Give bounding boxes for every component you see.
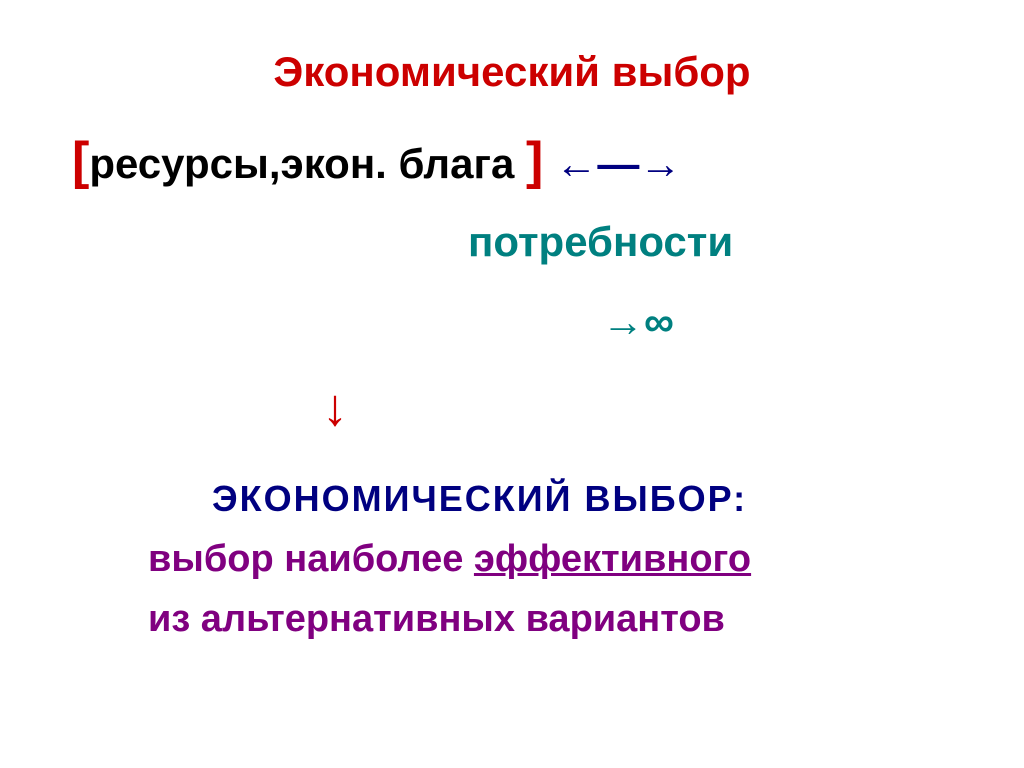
- left-right-arrow-icon: ←—→: [543, 140, 681, 187]
- infinity-arrow-icon: →∞: [602, 298, 674, 346]
- slide: Экономический выбор [ресурсы,экон. блага…: [0, 0, 1024, 768]
- needs-label: потребности: [468, 218, 733, 266]
- bracket-open-icon: [: [72, 132, 89, 190]
- definition-line-2: из альтернативных вариантов: [148, 598, 725, 641]
- definition-line-1b-underlined: эффективного: [474, 538, 751, 580]
- slide-title: Экономический выбор: [0, 48, 1024, 96]
- bracket-close-icon: ]: [526, 132, 543, 190]
- definition-heading: ЭКОНОМИЧЕСКИЙ ВЫБОР:: [212, 478, 747, 520]
- resources-text: ресурсы,экон. блага: [89, 140, 526, 187]
- down-arrow-icon: ↓: [322, 378, 348, 438]
- definition-line-1a: выбор наиболее: [148, 538, 474, 580]
- resources-line: [ресурсы,экон. блага ]←—→: [72, 140, 681, 188]
- definition-line-1: выбор наиболее эффективного: [148, 538, 751, 581]
